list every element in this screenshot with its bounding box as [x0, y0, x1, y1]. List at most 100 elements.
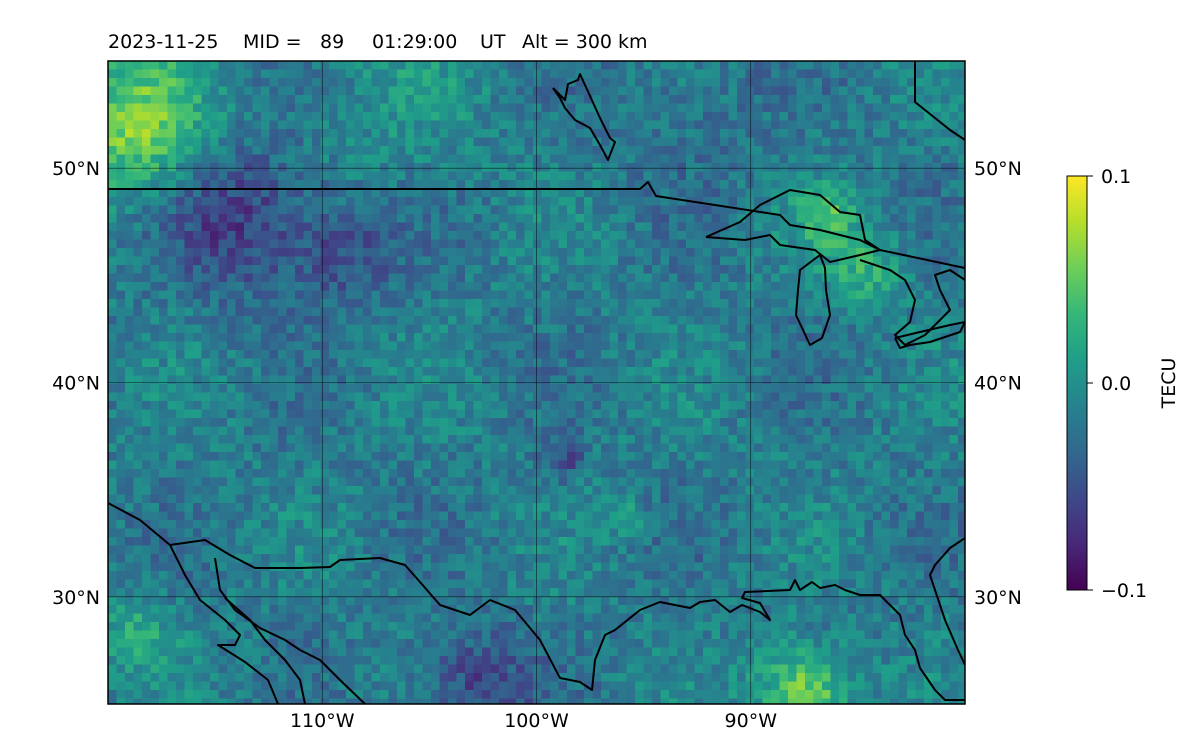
heatmap-cell [754, 78, 764, 88]
heatmap-cell [125, 137, 135, 147]
heatmap-cell [346, 163, 356, 173]
heatmap-cell [278, 171, 288, 181]
heatmap-cell [958, 120, 965, 130]
heatmap-cell [388, 469, 398, 479]
heatmap-cell [371, 316, 381, 326]
heatmap-cell [669, 367, 679, 377]
heatmap-cell [941, 163, 951, 173]
heatmap-cell [915, 418, 925, 428]
heatmap-cell [116, 146, 126, 156]
heatmap-cell [388, 460, 398, 470]
heatmap-cell [626, 452, 636, 462]
heatmap-cell [346, 129, 356, 139]
heatmap-cell [227, 248, 237, 258]
heatmap-cell [958, 452, 965, 462]
heatmap-cell [779, 282, 789, 292]
heatmap-cell [669, 239, 679, 249]
heatmap-cell [448, 95, 458, 105]
heatmap-cell [473, 452, 483, 462]
heatmap-cell [856, 290, 866, 300]
heatmap-cell [618, 95, 628, 105]
heatmap-cell [431, 426, 441, 436]
heatmap-cell [312, 163, 322, 173]
heatmap-cell [499, 69, 509, 79]
heatmap-cell [584, 426, 594, 436]
heatmap-cell [601, 120, 611, 130]
heatmap-cell [269, 443, 279, 453]
heatmap-cell [592, 426, 602, 436]
heatmap-cell [626, 435, 636, 445]
heatmap-cell [346, 290, 356, 300]
heatmap-cell [397, 358, 407, 368]
heatmap-cell [337, 307, 347, 317]
heatmap-cell [405, 282, 415, 292]
heatmap-cell [380, 273, 390, 283]
heatmap-cell [312, 367, 322, 377]
heatmap-cell [686, 129, 696, 139]
heatmap-cell [235, 460, 245, 470]
heatmap-cell [907, 146, 917, 156]
heatmap-cell [550, 188, 560, 198]
heatmap-cell [728, 86, 738, 96]
heatmap-cell [227, 222, 237, 232]
heatmap-cell [167, 341, 177, 351]
heatmap-cell [907, 350, 917, 360]
heatmap-cell [720, 163, 730, 173]
heatmap-cell [720, 324, 730, 334]
heatmap-cell [881, 78, 891, 88]
heatmap-cell [550, 443, 560, 453]
heatmap-cell [524, 154, 534, 164]
heatmap-cell [915, 375, 925, 385]
heatmap-cell [133, 273, 143, 283]
heatmap-cell [864, 426, 874, 436]
heatmap-cell [388, 95, 398, 105]
heatmap-cell [167, 222, 177, 232]
heatmap-cell [686, 469, 696, 479]
heatmap-cell [422, 392, 432, 402]
heatmap-cell [397, 180, 407, 190]
heatmap-cell [584, 324, 594, 334]
heatmap-cell [601, 231, 611, 241]
heatmap-cell [635, 358, 645, 368]
heatmap-cell [303, 231, 313, 241]
heatmap-cell [720, 392, 730, 402]
heatmap-cell [924, 367, 934, 377]
heatmap-cell [380, 392, 390, 402]
heatmap-cell [388, 171, 398, 181]
heatmap-cell [371, 197, 381, 207]
heatmap-cell [856, 95, 866, 105]
heatmap-cell [210, 409, 220, 419]
heatmap-cell [873, 443, 883, 453]
heatmap-cell [159, 69, 169, 79]
heatmap-cell [499, 273, 509, 283]
heatmap-cell [278, 375, 288, 385]
heatmap-cell [864, 180, 874, 190]
heatmap-cell [312, 86, 322, 96]
heatmap-cell [805, 154, 815, 164]
heatmap-cell [711, 69, 721, 79]
heatmap-cell [592, 86, 602, 96]
heatmap-cell [354, 248, 364, 258]
heatmap-cell [805, 256, 815, 266]
heatmap-cell [601, 61, 611, 71]
heatmap-cell [941, 384, 951, 394]
heatmap-cell [915, 112, 925, 122]
heatmap-cell [142, 171, 152, 181]
heatmap-cell [745, 341, 755, 351]
heatmap-cell [720, 69, 730, 79]
heatmap-cell [397, 188, 407, 198]
heatmap-cell [133, 358, 143, 368]
heatmap-cell [431, 333, 441, 343]
heatmap-cell [380, 460, 390, 470]
heatmap-cell [541, 180, 551, 190]
heatmap-cell [159, 418, 169, 428]
heatmap-cell [618, 265, 628, 275]
heatmap-cell [269, 401, 279, 411]
heatmap-cell [116, 350, 126, 360]
heatmap-cell [329, 163, 339, 173]
heatmap-cell [201, 316, 211, 326]
heatmap-cell [516, 333, 526, 343]
heatmap-cell [516, 129, 526, 139]
heatmap-cell [652, 61, 662, 71]
heatmap-cell [465, 112, 475, 122]
